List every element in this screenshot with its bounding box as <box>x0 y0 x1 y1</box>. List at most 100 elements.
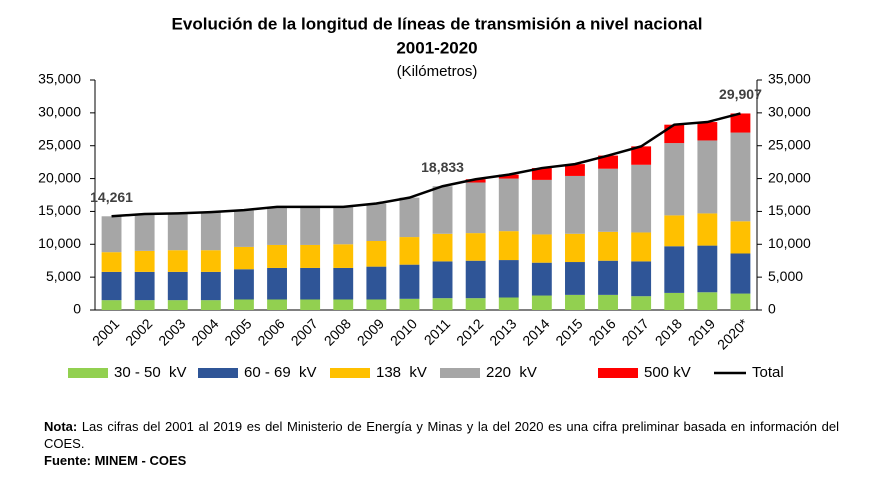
bar-segment <box>432 261 453 299</box>
bar-segment <box>366 241 387 267</box>
total-line <box>111 112 741 218</box>
legend-label: 138 kV <box>376 364 427 381</box>
x-tick-label: 2009 <box>354 315 387 348</box>
source-text: MINEM - COES <box>94 453 187 468</box>
bar-segment <box>333 267 354 300</box>
bar-segment <box>167 250 188 272</box>
data-label: 14,261 <box>90 189 133 205</box>
bar-segment <box>631 164 652 233</box>
bar-segment <box>531 234 552 263</box>
y2-tick-label: 15,000 <box>768 202 811 218</box>
bar-segment <box>465 260 486 299</box>
bar-segment <box>333 244 354 268</box>
chart-subtitle: (Kilómetros) <box>397 63 478 80</box>
bar-segment <box>498 297 519 310</box>
bar-segment <box>267 267 287 300</box>
legend-label: Total <box>752 364 784 381</box>
y-tick-label: 35,000 <box>38 71 81 87</box>
bar-segment <box>565 294 585 310</box>
bar-segment <box>697 140 718 214</box>
y-tick-label: 30,000 <box>38 104 81 120</box>
bar-segment <box>167 300 188 310</box>
bar-segment <box>631 146 652 165</box>
y2-tick-label: 5,000 <box>768 268 803 284</box>
bar-segment <box>631 261 652 297</box>
bar-segment <box>399 237 420 265</box>
bar-segment <box>366 299 387 310</box>
x-tick-label: 2011 <box>421 315 454 348</box>
x-tick-label: 2004 <box>188 315 221 348</box>
bar-segment <box>134 214 155 251</box>
bar-segment <box>730 113 751 133</box>
bar-segment <box>598 260 618 295</box>
bar-segment <box>234 299 254 310</box>
y2-tick-label: 0 <box>768 301 776 317</box>
bar-segment <box>234 210 254 247</box>
x-tick-label: 2002 <box>122 315 155 348</box>
chart-title: Evolución de la longitud de líneas de tr… <box>172 14 703 33</box>
x-tick-label: 2019 <box>685 315 718 348</box>
y-tick-label: 25,000 <box>38 136 81 152</box>
bar-segment <box>565 233 585 263</box>
bar-segment <box>366 203 387 241</box>
bar-segment <box>664 124 685 144</box>
bar-segment <box>565 175 585 234</box>
bar-segment <box>598 168 618 232</box>
bar-segment <box>200 300 221 310</box>
bar-segment <box>598 231 618 261</box>
bar-segment <box>697 245 718 293</box>
bar-segment <box>267 206 287 245</box>
bar-segment <box>664 292 685 310</box>
x-tick-label: 2017 <box>619 315 652 348</box>
chart: Evolución de la longitud de líneas de tr… <box>38 14 811 381</box>
legend-label: 220 kV <box>486 364 537 381</box>
x-tick-label: 2018 <box>652 315 685 348</box>
bar-segment <box>101 216 122 253</box>
bar-segment <box>300 206 321 245</box>
bar-segment <box>498 174 519 179</box>
bar-segment <box>697 292 718 310</box>
bar-segment <box>134 250 155 272</box>
bar-segment <box>366 266 387 300</box>
bar-segment <box>333 299 354 310</box>
y-tick-label: 20,000 <box>38 169 81 185</box>
bar-segment <box>697 213 718 246</box>
x-tick-label: 2010 <box>387 315 420 348</box>
x-tick-label: 2005 <box>221 315 254 348</box>
x-tick-label: 2014 <box>519 315 552 348</box>
bar-segment <box>333 206 354 245</box>
x-tick-label: 2016 <box>585 315 618 348</box>
bar-segment <box>531 262 552 296</box>
bar-segment <box>200 212 221 251</box>
bar-segment <box>498 231 519 261</box>
x-tick-label: 2008 <box>321 315 354 348</box>
bar-segment <box>399 264 420 299</box>
bar-segment <box>465 298 486 310</box>
note-label: Nota: <box>44 419 78 434</box>
y2-tick-label: 35,000 <box>768 71 811 87</box>
note: Nota: Las cifras del 2001 al 2019 es del… <box>44 418 839 452</box>
bar-segment <box>730 221 751 254</box>
bar-segment <box>498 260 519 298</box>
bar-segment <box>167 213 188 251</box>
bar-segment <box>432 298 453 310</box>
bar-segment <box>300 299 321 310</box>
bar-segment <box>134 271 155 301</box>
data-label: 29,907 <box>719 86 762 102</box>
legend-swatch <box>68 368 108 378</box>
y-tick-label: 0 <box>73 301 81 317</box>
bar-segment <box>565 262 585 295</box>
legend-swatch <box>330 368 370 378</box>
data-label: 18,833 <box>421 159 464 175</box>
bar-segment <box>664 215 685 247</box>
x-tick-label: 2001 <box>89 315 122 348</box>
y2-tick-label: 25,000 <box>768 136 811 152</box>
bar-segment <box>598 294 618 310</box>
chart-title-period: 2001-2020 <box>396 38 477 57</box>
bar-segment <box>664 143 685 216</box>
bar-segment <box>498 178 519 232</box>
bar-segment <box>134 300 155 310</box>
y2-tick-label: 20,000 <box>768 169 811 185</box>
bar-segment <box>300 244 321 268</box>
